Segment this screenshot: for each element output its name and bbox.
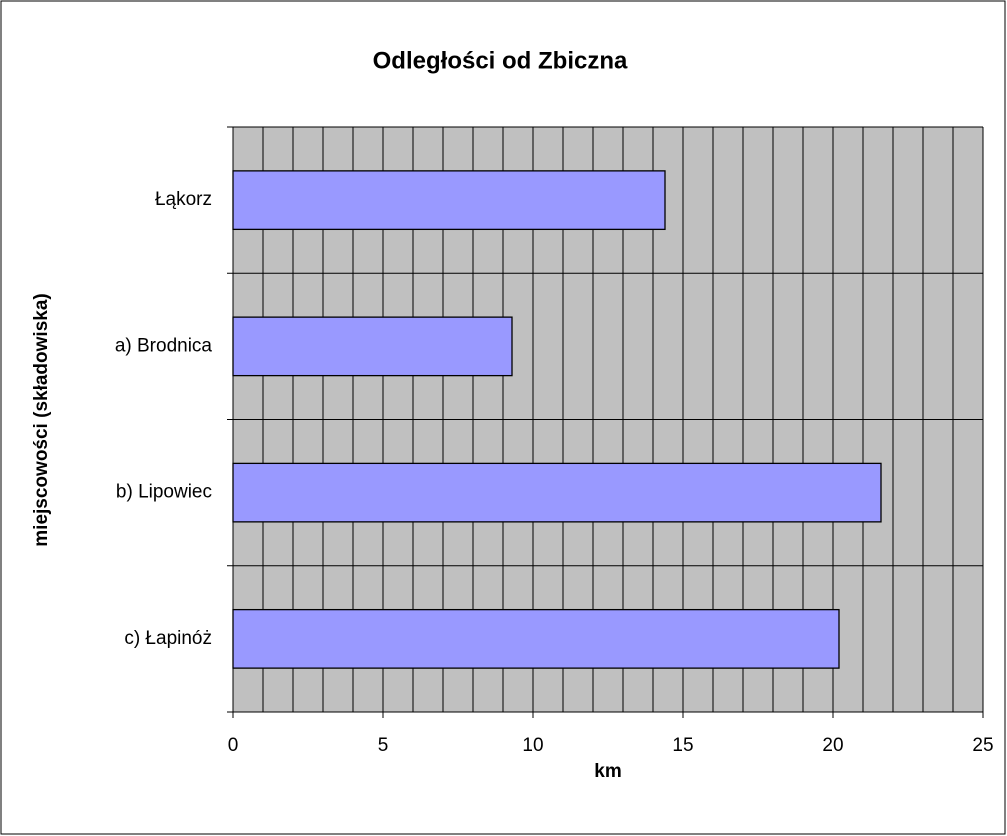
y-tick-label: a) Brodnica bbox=[115, 335, 213, 356]
x-tick-label: 0 bbox=[228, 735, 239, 756]
y-tick-label: c) Łapinóż bbox=[124, 628, 212, 649]
y-tick-label: Łąkorz bbox=[155, 189, 212, 210]
bar bbox=[232, 462, 882, 523]
bar bbox=[232, 316, 513, 377]
x-tick-label: 25 bbox=[972, 735, 993, 756]
x-tick-label: 20 bbox=[822, 735, 843, 756]
bar bbox=[232, 608, 840, 669]
x-tick-label: 5 bbox=[378, 735, 389, 756]
y-tick-label: b) Lipowiec bbox=[116, 482, 212, 503]
chart-title: Odległości od Zbiczna bbox=[373, 47, 628, 74]
x-tick-label: 15 bbox=[672, 735, 693, 756]
x-tick-label: 10 bbox=[522, 735, 543, 756]
bar bbox=[232, 170, 666, 231]
y-axis-label: miejscowości (składowiska) bbox=[31, 293, 52, 546]
x-axis-label: km bbox=[594, 761, 621, 782]
